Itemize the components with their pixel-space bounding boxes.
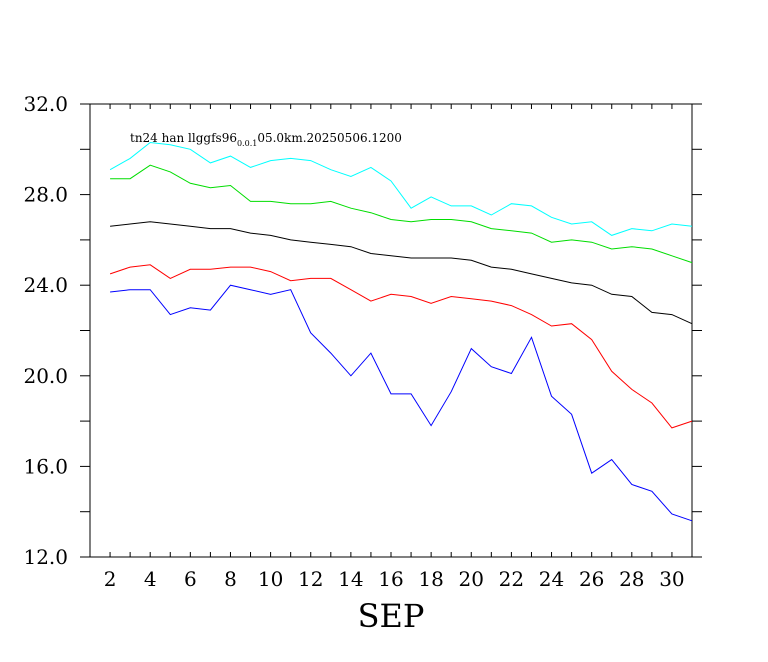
y-tick-label: 16.0 <box>23 454 68 478</box>
x-tick-label: 6 <box>184 567 197 591</box>
x-tick-label: 2 <box>104 567 117 591</box>
x-tick-label: 18 <box>418 567 443 591</box>
x-tick-label: 8 <box>224 567 237 591</box>
x-axis-label: SEP <box>358 597 425 635</box>
series-line-2 <box>110 164 693 264</box>
x-tick-label: 20 <box>459 567 484 591</box>
series-line-1 <box>109 141 693 236</box>
axis-ticks <box>80 103 702 558</box>
y-tick-labels: 12.0 16.0 20.0 24.0 28.0 32.0 <box>23 92 68 569</box>
series-line-5 <box>110 284 693 522</box>
y-tick-label: 28.0 <box>23 183 68 207</box>
x-tick-labels: 2 4 6 8 10 12 14 16 18 20 22 24 26 28 30 <box>104 567 685 591</box>
y-tick-label: 12.0 <box>23 545 68 569</box>
x-tick-label: 16 <box>378 567 403 591</box>
chart-title: tn24 han llggfs960.0.105.0km.20250506.12… <box>130 131 402 148</box>
x-tick-label: 10 <box>258 567 283 591</box>
x-tick-label: 24 <box>539 567 564 591</box>
x-tick-label: 30 <box>659 567 684 591</box>
x-tick-label: 4 <box>144 567 157 591</box>
x-tick-label: 22 <box>499 567 524 591</box>
x-tick-label: 26 <box>579 567 604 591</box>
x-tick-label: 14 <box>338 567 363 591</box>
y-tick-label: 20.0 <box>23 364 68 388</box>
x-tick-label: 12 <box>298 567 323 591</box>
plot-frame <box>89 103 693 558</box>
x-tick-label: 28 <box>619 567 644 591</box>
y-tick-label: 32.0 <box>23 92 68 116</box>
series-lines <box>109 141 693 522</box>
y-tick-label: 24.0 <box>23 273 68 297</box>
series-line-3 <box>110 221 693 325</box>
series-line-4 <box>109 264 693 429</box>
